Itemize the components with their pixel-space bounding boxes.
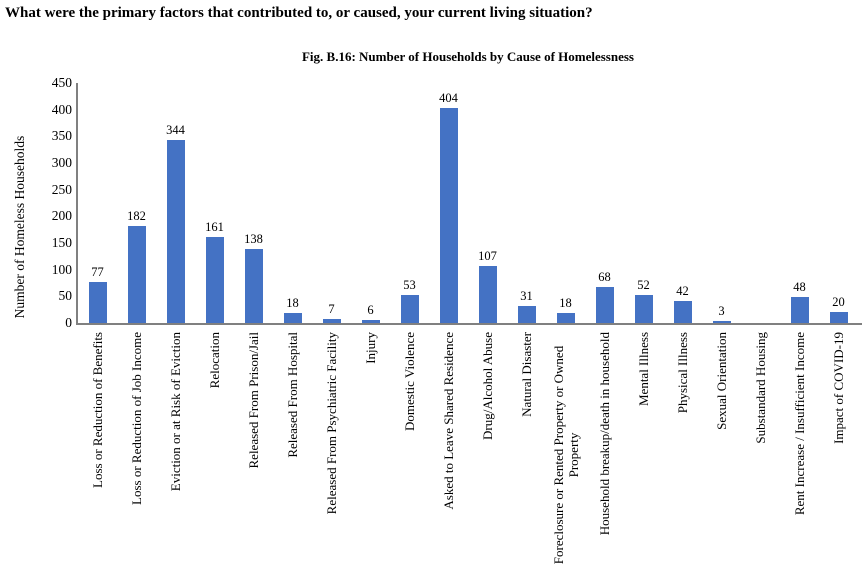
y-tick-label: 0 xyxy=(65,315,72,330)
bar-value-label: 161 xyxy=(205,220,224,234)
bar xyxy=(244,249,263,323)
bar xyxy=(88,282,107,323)
bar xyxy=(829,312,848,323)
y-tick-label: 200 xyxy=(51,208,72,224)
bar xyxy=(400,295,419,323)
y-tick-label: 350 xyxy=(51,128,72,144)
y-tick-label: 50 xyxy=(58,288,73,304)
question-title: What were the primary factors that contr… xyxy=(5,5,593,21)
category-label: Foreclosure or Rented Property or Owned … xyxy=(550,345,581,565)
bar-value-label: 53 xyxy=(403,278,416,292)
category-label: Loss or Reduction of Job Income xyxy=(128,332,144,505)
bar xyxy=(283,313,302,323)
bar-value-label: 18 xyxy=(286,296,299,310)
bar xyxy=(634,295,653,323)
y-axis-line xyxy=(76,83,78,323)
bar-value-label: 20 xyxy=(832,295,845,309)
bar xyxy=(712,321,731,323)
bar-value-label: 6 xyxy=(367,303,374,317)
category-label: Loss or Reduction of Benefits xyxy=(89,332,105,488)
bar-value-label: 107 xyxy=(478,249,497,263)
category-label: Injury xyxy=(362,332,378,364)
category-label: Released From Hospital xyxy=(284,332,300,458)
category-label: Relocation xyxy=(206,332,222,389)
category-label: Released From Psychiatric Facility xyxy=(323,332,339,515)
bar xyxy=(166,140,185,323)
bar-value-label: 68 xyxy=(598,270,611,284)
bar xyxy=(205,237,224,323)
category-label: Household breakup/death in household xyxy=(596,332,612,536)
bar-value-label: 77 xyxy=(91,265,104,279)
y-tick-label: 250 xyxy=(51,181,72,197)
bar-value-label: 344 xyxy=(166,123,185,137)
bar xyxy=(595,287,614,323)
bar xyxy=(556,313,575,323)
category-label: Mental Illness xyxy=(635,332,651,407)
category-label: Drug/Alcohol Abuse xyxy=(479,332,495,440)
category-label: Substandard Housing xyxy=(752,332,768,444)
category-label: Physical Illness xyxy=(674,332,690,414)
category-label: Asked to Leave Shared Residence xyxy=(440,332,456,510)
category-label: Eviction or at Risk of Eviction xyxy=(167,332,183,492)
x-axis-line xyxy=(76,323,862,325)
bar xyxy=(361,320,380,323)
bar xyxy=(127,226,146,323)
bar xyxy=(322,319,341,323)
bar-value-label: 42 xyxy=(676,284,689,298)
bar-value-label: 31 xyxy=(520,289,533,303)
bar-value-label: 48 xyxy=(793,280,806,294)
bar xyxy=(790,297,809,323)
category-label: Impact of COVID-19 xyxy=(830,332,846,444)
bar-value-label: 3 xyxy=(718,304,725,318)
bar-value-label: 182 xyxy=(127,209,146,223)
bar xyxy=(517,306,536,323)
y-tick-label: 450 xyxy=(51,75,72,90)
y-tick-label: 400 xyxy=(51,101,72,117)
bar xyxy=(439,108,458,323)
y-tick-label: 150 xyxy=(51,235,72,250)
y-tick-label: 100 xyxy=(51,261,72,277)
category-label: Sexual Orientation xyxy=(713,332,729,430)
bar xyxy=(478,266,497,323)
category-label: Rent Increase / Insufficient Income xyxy=(791,332,807,516)
bar-value-label: 138 xyxy=(244,232,263,246)
bar-value-label: 404 xyxy=(439,91,458,105)
bar-value-label: 18 xyxy=(559,296,572,310)
y-tick-label: 300 xyxy=(51,155,72,170)
chart-title: Fig. B.16: Number of Households by Cause… xyxy=(301,49,634,64)
category-label: Released From Prison/Jail xyxy=(245,332,261,469)
category-label: Natural Disaster xyxy=(518,332,534,417)
bar xyxy=(673,301,692,323)
bar-value-label: 52 xyxy=(637,278,650,292)
bar-value-label: 7 xyxy=(328,302,335,316)
category-label: Domestic Violence xyxy=(401,332,417,431)
y-axis-title: Number of Homeless Households xyxy=(12,135,27,319)
